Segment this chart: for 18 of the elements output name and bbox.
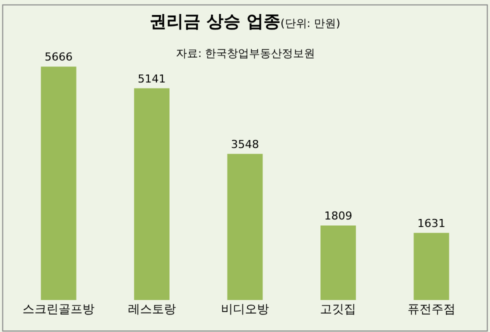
data-label: 1809: [324, 210, 352, 222]
x-tick-label: 레스토랑: [128, 302, 176, 316]
data-label: 5666: [44, 50, 73, 64]
bar: [227, 154, 263, 300]
data-label: 5141: [138, 72, 166, 86]
text: 자료: 한국창업부동산정보원: [176, 47, 316, 60]
x-tick-label: 스크린골프방: [22, 302, 95, 316]
data-label: 1631: [417, 216, 446, 230]
bar: [40, 66, 76, 300]
chart-subtitle: (단위: 만원): [280, 16, 340, 30]
data-label: 3548: [231, 138, 259, 151]
x-tick-label: 비디오방: [221, 302, 269, 316]
bar: [134, 88, 170, 300]
bar: [414, 232, 450, 300]
chart-title: 권리금 상승 업종: [150, 12, 281, 32]
x-tick-label: 퓨전주점: [407, 302, 456, 316]
x-tick-label: 고깃집: [320, 302, 356, 316]
bar: [320, 226, 356, 300]
